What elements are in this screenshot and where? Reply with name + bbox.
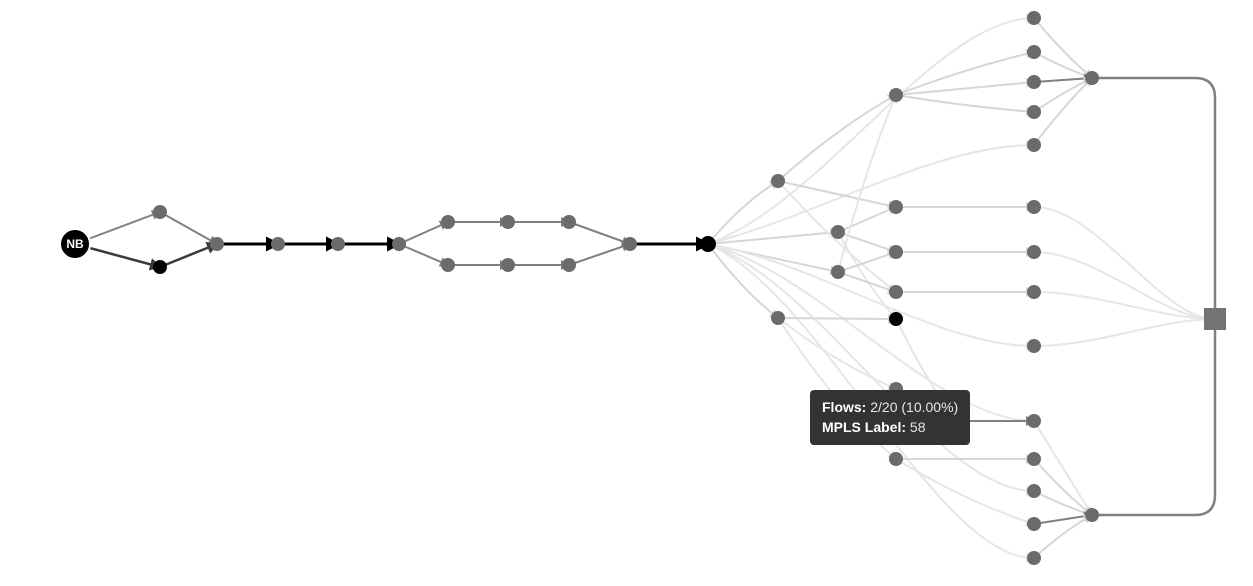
graph-node[interactable] <box>889 285 903 299</box>
edge[interactable] <box>708 244 1034 491</box>
graph-node[interactable] <box>392 237 406 251</box>
edge[interactable] <box>778 318 896 389</box>
graph-node[interactable] <box>889 88 903 102</box>
graph-node[interactable] <box>889 200 903 214</box>
graph-node[interactable] <box>1027 245 1041 259</box>
graph-node[interactable] <box>1027 339 1041 353</box>
edge[interactable] <box>399 244 448 265</box>
graph-node[interactable] <box>1027 138 1041 152</box>
graph-node[interactable] <box>501 258 515 272</box>
edge[interactable] <box>896 95 1034 112</box>
graph-node[interactable] <box>562 258 576 272</box>
graph-node[interactable] <box>831 225 845 239</box>
graph-node[interactable] <box>889 312 903 326</box>
edge[interactable] <box>1034 515 1092 558</box>
edge[interactable] <box>160 212 217 244</box>
graph-node[interactable] <box>562 215 576 229</box>
edge[interactable] <box>708 244 778 318</box>
edge[interactable] <box>1034 252 1215 319</box>
graph-node[interactable] <box>889 382 903 396</box>
edges-layer <box>75 18 1215 558</box>
edge[interactable] <box>160 244 217 267</box>
graph-node[interactable] <box>441 258 455 272</box>
graph-node[interactable] <box>441 215 455 229</box>
graph-node[interactable] <box>331 237 345 251</box>
edge[interactable] <box>1092 319 1215 515</box>
graph-node[interactable] <box>1085 508 1099 522</box>
graph-node[interactable] <box>889 245 903 259</box>
edge[interactable] <box>569 222 630 244</box>
graph-node[interactable] <box>831 265 845 279</box>
destination-node[interactable] <box>1204 308 1226 330</box>
graph-node[interactable] <box>153 205 167 219</box>
edge[interactable] <box>708 18 1034 244</box>
edge[interactable] <box>1034 52 1092 78</box>
edge[interactable] <box>778 318 896 459</box>
graph-node[interactable] <box>771 174 785 188</box>
edge[interactable] <box>838 95 896 272</box>
edge[interactable] <box>1034 78 1092 145</box>
graph-node[interactable] <box>623 237 637 251</box>
graph-node[interactable] <box>271 237 285 251</box>
graph-node[interactable] <box>1027 200 1041 214</box>
graph-node[interactable] <box>1027 11 1041 25</box>
graph-node[interactable] <box>771 311 785 325</box>
graph-node[interactable] <box>210 237 224 251</box>
edge[interactable] <box>1034 319 1215 346</box>
edge[interactable] <box>1092 78 1215 319</box>
edge[interactable] <box>778 318 896 319</box>
graph-node[interactable] <box>1027 551 1041 565</box>
graph-node[interactable] <box>889 452 903 466</box>
edge[interactable] <box>896 389 956 421</box>
edge[interactable] <box>708 244 1034 346</box>
edge[interactable] <box>778 181 896 207</box>
source-label: NB <box>66 237 84 251</box>
graph-node[interactable] <box>1027 452 1041 466</box>
graph-node[interactable] <box>1085 71 1099 85</box>
edge[interactable] <box>1034 207 1215 319</box>
graph-node[interactable] <box>501 215 515 229</box>
edge[interactable] <box>838 207 896 232</box>
graph-node[interactable] <box>1027 75 1041 89</box>
graph-node[interactable] <box>1027 517 1041 531</box>
graph-node[interactable] <box>1027 45 1041 59</box>
edge[interactable] <box>1034 491 1092 515</box>
edge[interactable] <box>1034 18 1092 78</box>
graph-node[interactable] <box>1027 285 1041 299</box>
graph-node[interactable] <box>1027 414 1041 428</box>
edge[interactable] <box>896 82 1034 95</box>
graph-node[interactable] <box>949 414 963 428</box>
graph-node[interactable] <box>1027 484 1041 498</box>
graph-node[interactable] <box>700 236 716 252</box>
graph-node[interactable] <box>1027 105 1041 119</box>
network-topology-graph[interactable]: NB <box>0 0 1253 586</box>
edge[interactable] <box>1034 78 1092 112</box>
edge[interactable] <box>569 244 630 265</box>
nodes-layer: NB <box>60 11 1226 565</box>
edge[interactable] <box>896 319 956 421</box>
edge[interactable] <box>399 222 448 244</box>
graph-node[interactable] <box>153 260 167 274</box>
